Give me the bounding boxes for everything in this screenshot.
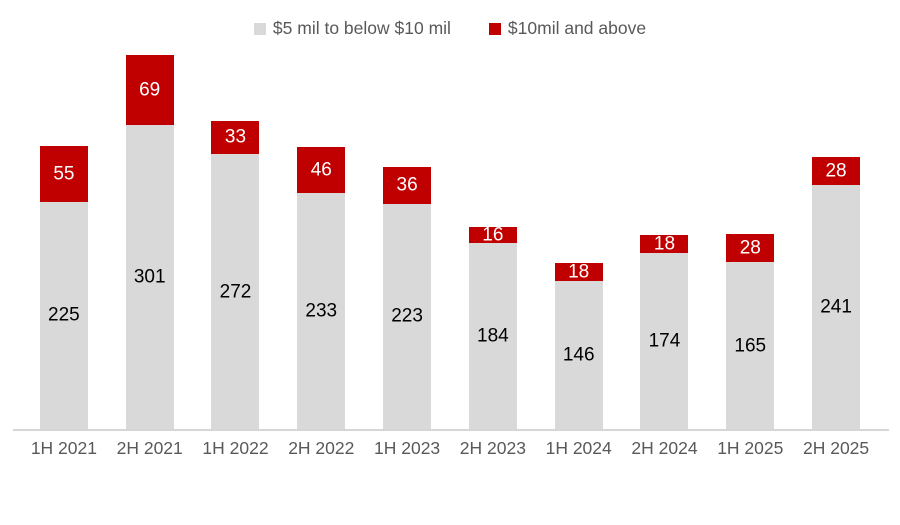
bar-column: 69 301 [107,55,193,429]
bar-segment-5mil-below-10mil: 301 [125,124,174,429]
bar-column: 16 184 [450,55,536,429]
bars-container: 55 225 69 301 33 272 46 233 36 223 16 184 18 146 18 174… [21,55,879,429]
data-label: 225 [48,304,80,326]
data-label: 28 [739,237,761,259]
data-label: 36 [396,174,418,196]
bar-stack-1h-2024: 18 146 [554,261,603,429]
bar-segment-10mil-above: 55 [39,145,88,202]
bar-segment-10mil-above: 16 [468,224,517,246]
bar-column: 36 223 [364,55,450,429]
data-label: 69 [139,79,161,101]
bar-segment-5mil-below-10mil: 165 [726,262,775,429]
data-label: 165 [734,335,767,357]
data-label: 223 [391,305,423,327]
data-label: 272 [219,281,252,303]
x-axis-tick-label: 2H 2022 [288,438,355,458]
bar-segment-10mil-above: 28 [812,157,861,186]
data-label: 184 [477,325,509,347]
bar-segment-5mil-below-10mil: 184 [468,243,517,429]
bar-segment-5mil-below-10mil: 233 [297,193,346,429]
bar-column: 28 165 [707,55,793,429]
plot-area: 55 225 69 301 33 272 46 233 36 223 16 184 18 146 18 174… [13,55,889,431]
legend-item-5mil-below-10mil: $5 mil to below $10 mil [253,18,451,39]
bar-segment-10mil-above: 46 [297,147,346,194]
x-axis-tick-label: 1H 2024 [545,438,612,458]
bar-segment-5mil-below-10mil: 225 [39,201,88,429]
legend-swatch-gray-icon [253,22,266,35]
data-label: 55 [53,163,75,185]
legend-item-10mil-above: $10mil and above [488,18,647,39]
bar-segment-10mil-above: 69 [125,55,174,125]
data-label: 146 [562,344,595,366]
bar-column: 46 233 [278,55,364,429]
bar-column: 18 174 [622,55,708,429]
bar-segment-5mil-below-10mil: 272 [211,154,260,429]
data-label: 16 [482,224,504,246]
bar-stack-1h-2021: 55 225 [39,145,88,429]
data-label: 33 [224,126,247,148]
bar-segment-10mil-above: 33 [211,120,260,155]
bar-segment-5mil-below-10mil: 241 [812,185,861,429]
data-label: 233 [305,300,338,322]
bar-segment-5mil-below-10mil: 223 [383,203,432,429]
bar-segment-10mil-above: 28 [726,233,775,263]
x-axis-tick-label: 1H 2025 [717,438,784,458]
bar-stack-1h-2025: 28 165 [726,233,775,429]
data-label: 174 [648,330,681,352]
bar-segment-10mil-above: 36 [383,167,432,204]
bar-column: 18 146 [536,55,622,429]
x-axis-tick-label: 2H 2025 [802,438,870,458]
x-axis-tick-label: 2H 2023 [459,438,526,458]
data-label: 46 [310,159,332,181]
bar-stack-2h-2025: 28 241 [812,157,861,429]
data-label: 301 [133,266,166,288]
data-label: 28 [825,160,847,182]
bar-segment-5mil-below-10mil: 174 [640,253,689,429]
data-label: 241 [820,296,852,318]
bar-stack-2h-2021: 69 301 [125,55,174,429]
x-axis-line [13,429,889,431]
legend-label-5mil-below-10mil: $5 mil to below $10 mil [272,18,451,38]
bar-stack-1h-2022: 33 272 [211,120,260,429]
bar-segment-10mil-above: 18 [640,233,689,255]
x-axis-tick-label: 2H 2024 [631,438,698,458]
chart-legend: $5 mil to below $10 mil $10mil and above [0,18,900,39]
legend-swatch-red-icon [488,22,501,35]
bar-stack-2h-2022: 46 233 [297,147,346,429]
bar-stack-2h-2023: 16 184 [468,224,517,429]
bar-column: 33 272 [193,55,279,429]
bar-column: 28 241 [793,55,879,429]
bar-segment-10mil-above: 18 [554,261,603,283]
x-axis-labels: 1H 2021 2H 2021 1H 2022 2H 2022 1H 2023 2H 20… [21,438,879,459]
data-label: 18 [568,261,590,283]
bar-segment-5mil-below-10mil: 146 [554,281,603,429]
x-axis-tick-label: 2H 2021 [116,438,183,458]
bar-stack-1h-2023: 36 223 [383,167,432,429]
bar-stack-2h-2024: 18 174 [640,233,689,429]
x-axis-tick-label: 1H 2021 [30,438,97,458]
data-label: 18 [653,233,676,255]
x-axis-tick-label: 1H 2022 [202,438,269,458]
legend-label-10mil-above: $10mil and above [507,18,647,38]
x-axis-tick-label: 1H 2023 [374,438,441,458]
bar-column: 55 225 [21,55,107,429]
